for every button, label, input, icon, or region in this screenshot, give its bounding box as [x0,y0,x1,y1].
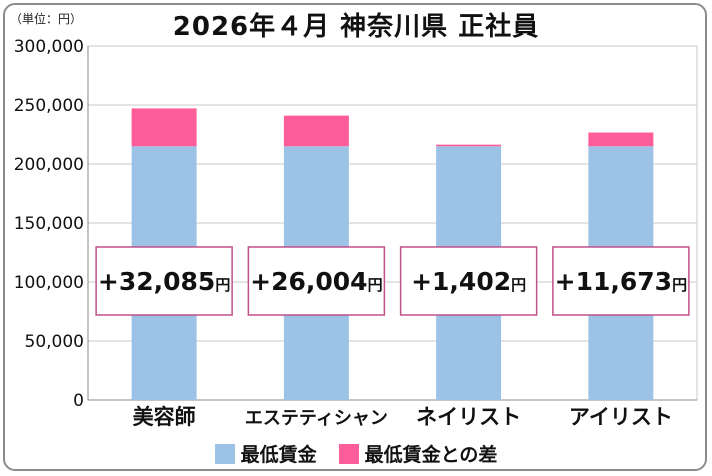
data-label-box [399,246,538,316]
data-label: +11,673円 [555,267,687,296]
y-tick-label: 150,000 [14,214,84,234]
bar-diff [436,144,502,147]
x-tick-label: 美容師 [133,405,196,429]
y-tick-label: 200,000 [14,155,84,175]
bar-diff [588,132,654,147]
data-label: +26,004円 [250,267,382,296]
data-label-box [95,246,233,316]
x-tick-label: エステティシャン [245,408,388,429]
legend-label-base: 最低賃金 [240,444,317,466]
legend-item-diff: 最低賃金との差 [338,440,498,467]
legend-swatch-diff [338,443,359,464]
data-label: +32,085円 [98,267,230,296]
legend-swatch-base [214,443,235,464]
y-tick-label: 0 [73,391,84,411]
y-tick-label: 100,000 [14,273,84,293]
bar-diff [283,115,349,147]
y-tick-label: 50,000 [25,332,84,352]
data-label-box [552,246,690,316]
data-label-box [247,246,386,316]
y-tick-label: 250,000 [14,96,84,116]
x-tick-label: ネイリスト [416,405,521,429]
chart-title: 2026年４月 神奈川県 正社員 [172,12,540,42]
y-tick-label: 300,000 [14,37,84,57]
legend-item-base: 最低賃金 [214,440,317,467]
legend-label-diff: 最低賃金との差 [364,444,498,466]
legend: 最低賃金 最低賃金との差 [0,440,712,467]
unit-label: （単位：円） [10,12,83,26]
bar-diff [131,108,197,147]
data-label: +1,402円 [411,267,526,296]
x-tick-label: アイリスト [569,405,673,429]
